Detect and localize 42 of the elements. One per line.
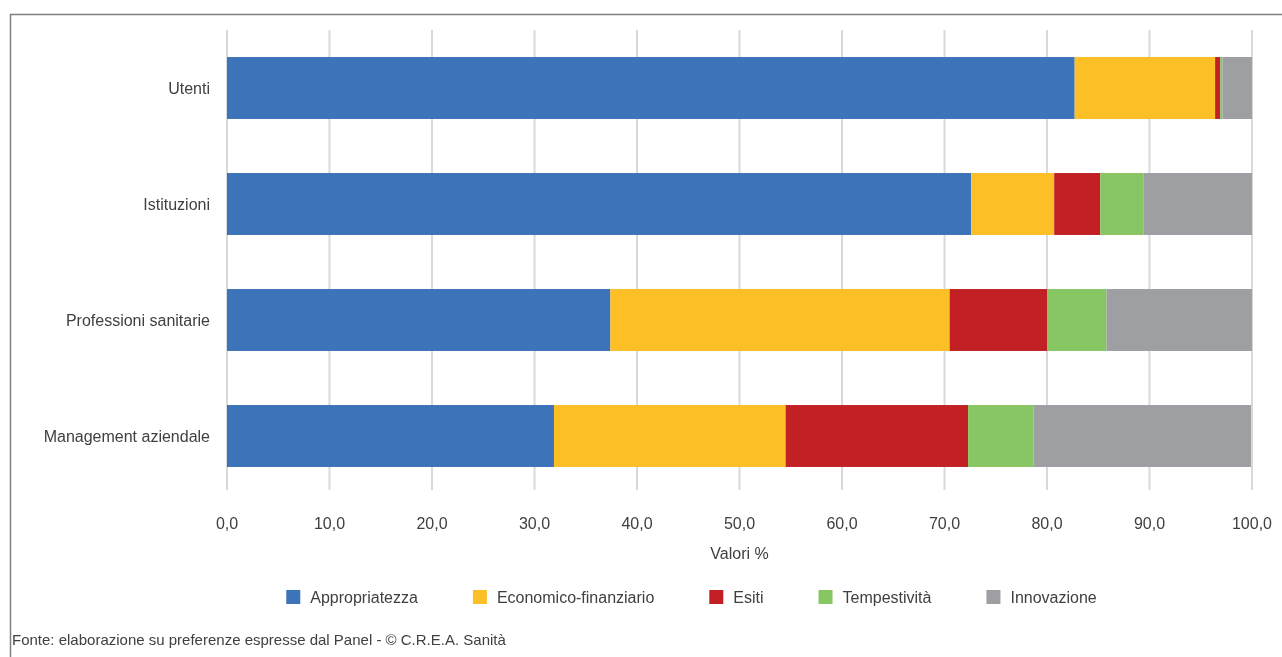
y-tick-label: Management aziendale — [43, 427, 211, 445]
legend-label: Appropriatezza — [310, 588, 418, 606]
x-tick-label: 60,0 — [826, 514, 858, 532]
bar — [610, 289, 950, 351]
bar — [1106, 289, 1252, 351]
bar — [227, 57, 1075, 119]
bar — [968, 405, 1034, 467]
y-tick-label: Professioni sanitarie — [65, 311, 211, 329]
legend-label: Innovazione — [1010, 588, 1097, 606]
x-tick-label: 20,0 — [416, 514, 448, 532]
bar — [971, 173, 1055, 235]
bar — [1054, 173, 1101, 235]
x-tick-label: 50,0 — [723, 514, 756, 532]
bar — [227, 289, 611, 351]
legend-label: Esiti — [733, 588, 764, 606]
bar — [1033, 405, 1251, 467]
bar — [227, 173, 972, 235]
x-tick-label: 80,0 — [1031, 514, 1063, 532]
bar — [227, 405, 554, 467]
legend-label: Economico-finanziario — [496, 588, 655, 606]
bar — [553, 405, 786, 467]
x-tick-label: 30,0 — [518, 514, 551, 532]
x-tick-label: 0,0 — [215, 514, 239, 532]
bar — [1215, 57, 1221, 119]
x-axis-title: Valori % — [710, 544, 769, 562]
x-tick-label: 10,0 — [313, 514, 346, 532]
bar — [949, 289, 1047, 351]
bar — [785, 405, 969, 467]
source-note: Fonte: elaborazione su preferenze espresse dal Panel - © C.R.E.A. Sanità — [12, 631, 507, 649]
x-tick-label: 90,0 — [1133, 514, 1166, 532]
bar — [1074, 57, 1216, 119]
x-tick-label: 40,0 — [621, 514, 653, 532]
bar — [1143, 173, 1252, 235]
y-tick-label: Istituzioni — [143, 195, 210, 213]
bar — [1222, 57, 1252, 119]
bar — [1220, 57, 1223, 119]
legend-label: Tempestività — [842, 588, 932, 606]
x-tick-label: 100,0 — [1231, 514, 1273, 532]
y-tick-label: Utenti — [168, 79, 210, 97]
bar — [1047, 289, 1107, 351]
bar — [1100, 173, 1144, 235]
x-tick-label: 70,0 — [928, 514, 961, 532]
